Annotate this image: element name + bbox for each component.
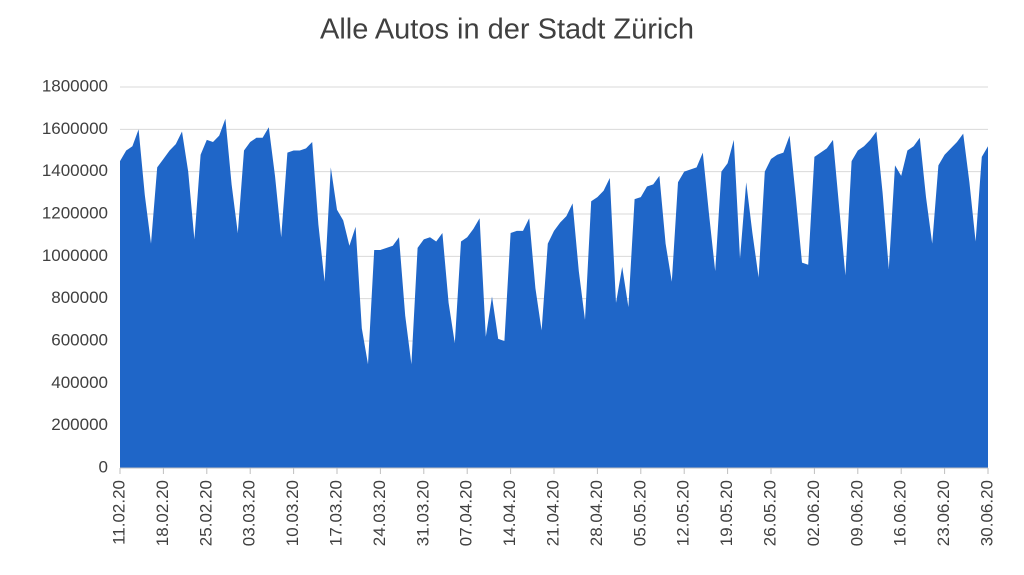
x-tick-label: 16.06.20: [891, 480, 910, 546]
y-tick-label: 1600000: [42, 119, 108, 138]
area: [120, 118, 988, 468]
y-tick-label: 600000: [51, 330, 108, 349]
x-tick-label: 12.05.20: [674, 480, 693, 546]
chart-title: Alle Autos in der Stadt Zürich: [320, 14, 694, 46]
y-tick-label: 0: [99, 457, 108, 476]
x-tick-label: 11.02.20: [109, 480, 128, 545]
x-tick-label: 25.02.20: [196, 480, 215, 546]
x-tick-label: 21.04.20: [543, 480, 562, 546]
y-tick-label: 1000000: [42, 246, 108, 265]
x-tick-label: 31.03.20: [413, 480, 432, 546]
x-tick-label: 10.03.20: [283, 480, 302, 546]
x-tick-label: 23.06.20: [934, 480, 953, 546]
x-tick-label: 02.06.20: [804, 480, 823, 546]
x-tick-label: 05.05.20: [630, 480, 649, 546]
y-tick-label: 1800000: [42, 76, 108, 95]
x-tick-label: 26.05.20: [760, 480, 779, 546]
y-tick-label: 1200000: [42, 203, 108, 222]
x-tick-label: 28.04.20: [587, 480, 606, 546]
x-tick-label: 09.06.20: [847, 480, 866, 546]
y-tick-label: 200000: [51, 415, 108, 434]
x-tick-label: 24.03.20: [370, 480, 389, 546]
y-tick-label: 1400000: [42, 161, 108, 180]
y-tick-label: 400000: [51, 373, 108, 392]
x-tick-label: 19.05.20: [717, 480, 736, 546]
x-tick-label: 18.02.20: [153, 480, 172, 546]
x-tick-label: 30.06.20: [977, 480, 996, 546]
y-tick-label: 800000: [51, 288, 108, 307]
x-tick-label: 07.04.20: [457, 480, 476, 546]
x-tick-label: 03.03.20: [240, 480, 259, 546]
x-tick-label: 17.03.20: [326, 480, 345, 546]
x-tick-label: 14.04.20: [500, 480, 519, 546]
